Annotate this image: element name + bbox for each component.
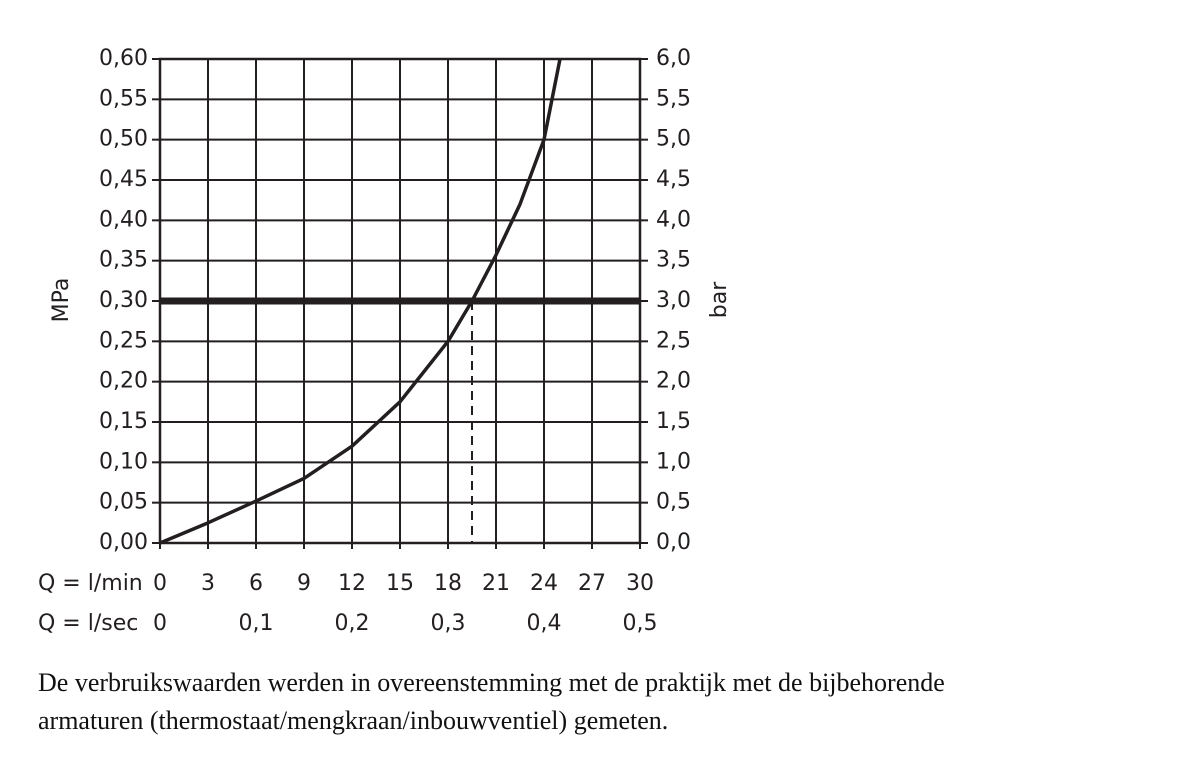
y-tick-label: 0,05 [99,490,148,515]
x-tick-label: 18 [434,571,462,596]
y2-tick-label: 0,5 [656,490,691,515]
y-tick-label: 0,15 [99,409,148,434]
x2-axis-label: Q = l/sec [38,611,138,636]
y2-tick-label: 0,0 [656,530,691,555]
y-tick-label: 0,40 [99,207,148,232]
y2-axis-label: bar [707,281,732,318]
x-tick-label: 21 [482,571,510,596]
x-tick-label: 27 [578,571,606,596]
x-tick-label: 6 [249,571,263,596]
y-tick-label: 0,10 [99,449,148,474]
curve [159,58,562,545]
x2-tick-label: 0,3 [431,611,466,636]
y-tick-label: 0,60 [99,46,148,71]
x2-tick-label: 0,5 [623,611,658,636]
y-tick-label: 0,00 [99,530,148,555]
x-tick-label: 24 [530,571,558,596]
y2-tick-label: 6,0 [656,46,691,71]
y-axis-label: MPa [49,278,74,323]
y2-tick-label: 5,5 [656,86,691,111]
y-tick-label: 0,45 [99,167,148,192]
y2-tick-label: 4,0 [656,207,691,232]
caption-line: De verbruikswaarden werden in overeenste… [38,668,945,697]
y2-tick-label: 3,0 [656,288,691,313]
x-tick-label: 15 [386,571,414,596]
caption-line: armaturen (thermostaat/mengkraan/inbouwv… [38,706,669,735]
x2-tick-label: 0,4 [527,611,562,636]
x2-tick-label: 0,2 [335,611,370,636]
y2-tick-label: 4,5 [656,167,691,192]
y-tick-label: 0,20 [99,369,148,394]
y2-tick-label: 2,0 [656,369,691,394]
y-tick-label: 0,35 [99,248,148,273]
x-tick-label: 12 [338,571,366,596]
x-tick-label: 0 [153,571,167,596]
x2-tick-label: 0 [153,611,167,636]
y2-tick-label: 1,5 [656,409,691,434]
x-tick-label: 9 [297,571,311,596]
y2-tick-label: 1,0 [656,449,691,474]
x-tick-label: 3 [201,571,215,596]
y-tick-label: 0,30 [99,288,148,313]
x2-tick-label: 0,1 [239,611,274,636]
chart: MPa bar Q = l/min Q = l/sec 0,000,050,10… [38,46,732,636]
x-tick-label: 30 [626,571,654,596]
y2-tick-label: 2,5 [656,328,691,353]
y2-tick-label: 3,5 [656,248,691,273]
y2-tick-label: 5,0 [656,127,691,152]
y-tick-label: 0,50 [99,127,148,152]
y-tick-label: 0,55 [99,86,148,111]
y-tick-label: 0,25 [99,328,148,353]
caption: De verbruikswaarden werden in overeenste… [38,664,945,740]
x-axis-label: Q = l/min [38,571,143,596]
